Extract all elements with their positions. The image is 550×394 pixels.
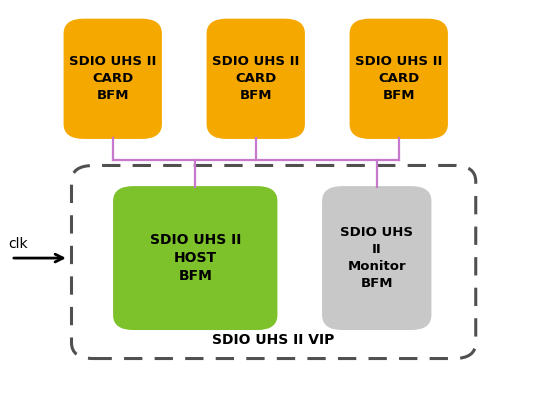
FancyBboxPatch shape bbox=[323, 187, 430, 329]
FancyBboxPatch shape bbox=[65, 20, 161, 138]
FancyBboxPatch shape bbox=[351, 20, 447, 138]
FancyBboxPatch shape bbox=[114, 187, 276, 329]
Text: SDIO UHS II
HOST
BFM: SDIO UHS II HOST BFM bbox=[150, 233, 241, 283]
Text: clk: clk bbox=[8, 237, 28, 251]
Text: SDIO UHS II
CARD
BFM: SDIO UHS II CARD BFM bbox=[69, 55, 156, 102]
FancyBboxPatch shape bbox=[72, 165, 476, 359]
FancyBboxPatch shape bbox=[208, 20, 304, 138]
Text: SDIO UHS II
CARD
BFM: SDIO UHS II CARD BFM bbox=[355, 55, 442, 102]
Text: SDIO UHS
II
Monitor
BFM: SDIO UHS II Monitor BFM bbox=[340, 226, 413, 290]
Text: SDIO UHS II VIP: SDIO UHS II VIP bbox=[212, 333, 335, 347]
Text: SDIO UHS II
CARD
BFM: SDIO UHS II CARD BFM bbox=[212, 55, 299, 102]
